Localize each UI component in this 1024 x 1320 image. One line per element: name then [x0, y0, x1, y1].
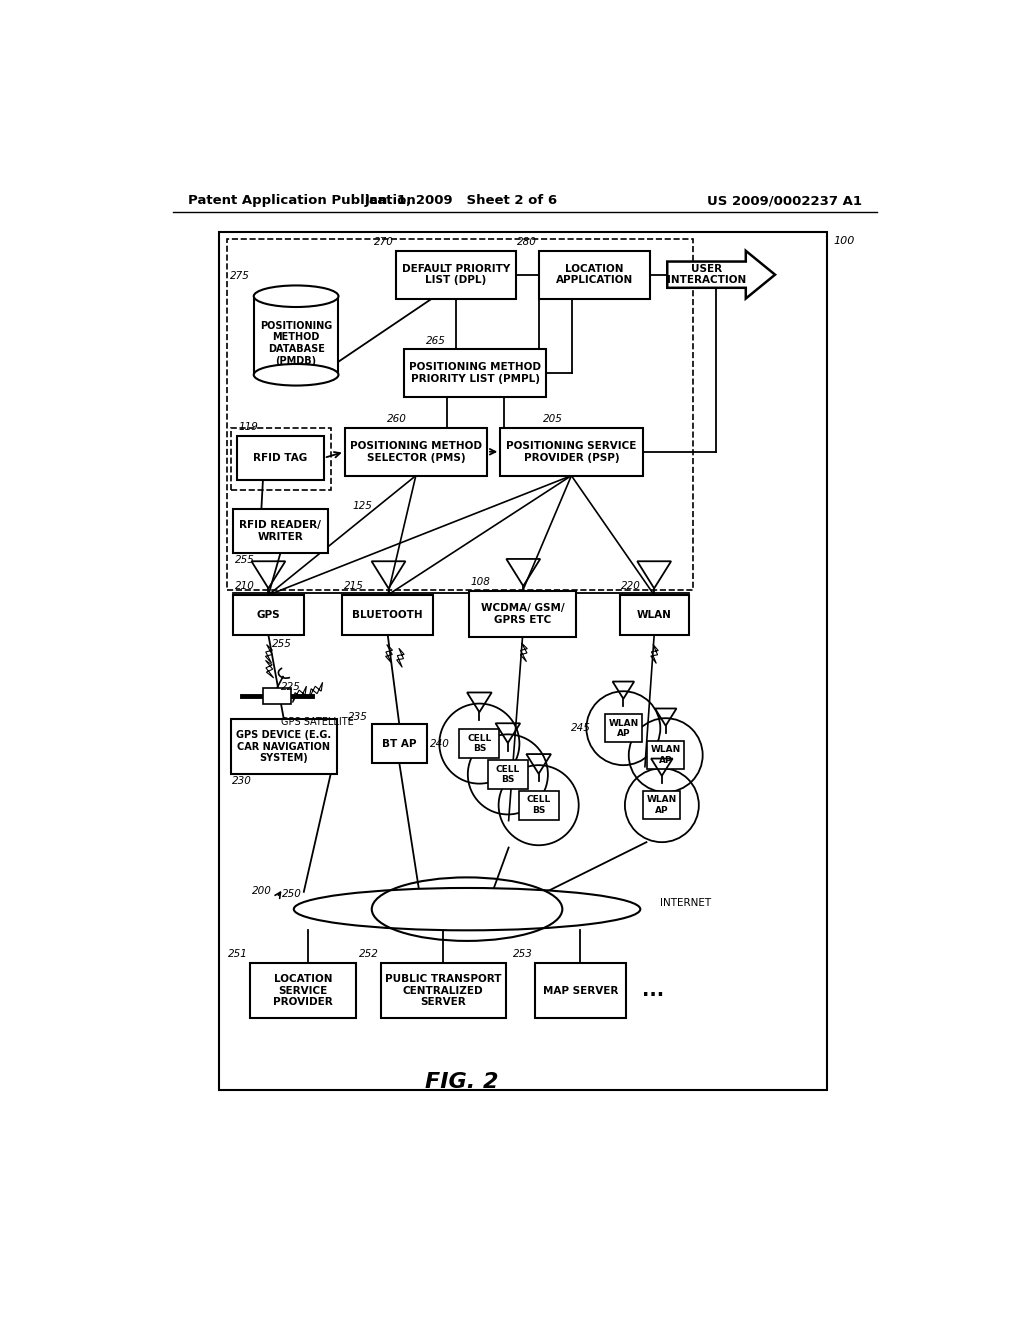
Bar: [230, 428, 331, 490]
Text: 280: 280: [516, 238, 537, 247]
Bar: [226, 239, 692, 590]
Text: FIG. 2: FIG. 2: [425, 1072, 499, 1093]
Ellipse shape: [254, 364, 339, 385]
Text: 230: 230: [232, 776, 252, 785]
Bar: [647, 742, 684, 770]
Ellipse shape: [254, 285, 339, 308]
Bar: [535, 964, 626, 1019]
Text: CELL
BS: CELL BS: [496, 764, 520, 784]
Bar: [500, 428, 643, 475]
Text: 250: 250: [283, 888, 302, 899]
Text: 100: 100: [834, 236, 855, 246]
Text: LOCATION
APPLICATION: LOCATION APPLICATION: [556, 264, 633, 285]
Text: PUBLIC TRANSPORT
CENTRALIZED
SERVER: PUBLIC TRANSPORT CENTRALIZED SERVER: [385, 974, 502, 1007]
Text: 235: 235: [348, 711, 368, 722]
Text: POSITIONING SERVICE
PROVIDER (PSP): POSITIONING SERVICE PROVIDER (PSP): [506, 441, 637, 462]
Bar: [233, 508, 328, 553]
Bar: [643, 792, 680, 818]
Text: 245: 245: [571, 723, 591, 733]
Bar: [372, 725, 427, 763]
Text: 255: 255: [234, 554, 254, 565]
Text: RFID TAG: RFID TAG: [253, 453, 307, 463]
Text: 225: 225: [281, 682, 301, 692]
Bar: [254, 296, 339, 375]
Text: 125: 125: [352, 502, 372, 511]
Text: BT AP: BT AP: [382, 739, 417, 748]
Text: MAP SERVER: MAP SERVER: [543, 986, 617, 995]
Bar: [233, 595, 304, 635]
Text: 210: 210: [234, 581, 254, 591]
Text: 119: 119: [239, 422, 258, 432]
Bar: [237, 436, 324, 480]
Bar: [469, 591, 575, 638]
Text: WLAN
AP: WLAN AP: [647, 796, 677, 814]
Text: 255: 255: [272, 639, 292, 649]
Bar: [230, 719, 337, 775]
Text: DEFAULT PRIORITY
LIST (DPL): DEFAULT PRIORITY LIST (DPL): [401, 264, 510, 285]
Text: GPS: GPS: [257, 610, 281, 620]
Ellipse shape: [294, 888, 640, 931]
Bar: [460, 729, 500, 758]
Text: 200: 200: [252, 886, 271, 896]
Bar: [620, 595, 689, 635]
Bar: [263, 688, 291, 704]
Text: RFID READER/
WRITER: RFID READER/ WRITER: [240, 520, 322, 543]
Bar: [345, 428, 487, 475]
Text: 260: 260: [387, 414, 407, 424]
Bar: [381, 964, 506, 1019]
Bar: [487, 760, 528, 789]
Text: WLAN
AP: WLAN AP: [650, 746, 681, 764]
Text: 265: 265: [425, 335, 445, 346]
Bar: [605, 714, 642, 742]
Text: US 2009/0002237 A1: US 2009/0002237 A1: [707, 194, 862, 207]
Text: CELL
BS: CELL BS: [467, 734, 492, 754]
Text: GPS DEVICE (E.G.
CAR NAVIGATION
SYSTEM): GPS DEVICE (E.G. CAR NAVIGATION SYSTEM): [237, 730, 332, 763]
Bar: [250, 964, 356, 1019]
Polygon shape: [668, 251, 775, 298]
Text: WLAN: WLAN: [637, 610, 672, 620]
Text: ...: ...: [642, 981, 664, 1001]
Text: LOCATION
SERVICE
PROVIDER: LOCATION SERVICE PROVIDER: [273, 974, 333, 1007]
Text: POSITIONING METHOD
PRIORITY LIST (PMPL): POSITIONING METHOD PRIORITY LIST (PMPL): [410, 363, 541, 384]
Text: 252: 252: [358, 949, 379, 960]
Text: 253: 253: [513, 949, 532, 960]
Bar: [403, 350, 547, 397]
Text: 251: 251: [227, 949, 248, 960]
Text: 270: 270: [374, 238, 394, 247]
Bar: [539, 251, 650, 298]
Bar: [396, 251, 515, 298]
Bar: [219, 231, 827, 1090]
Text: WLAN
AP: WLAN AP: [608, 718, 639, 738]
Text: 215: 215: [344, 581, 364, 591]
Text: BLUETOOTH: BLUETOOTH: [352, 610, 423, 620]
Text: 240: 240: [430, 739, 451, 748]
Text: INTERNET: INTERNET: [660, 898, 712, 908]
Text: CELL
BS: CELL BS: [526, 796, 551, 814]
Bar: [518, 791, 559, 820]
Text: Jan. 1, 2009   Sheet 2 of 6: Jan. 1, 2009 Sheet 2 of 6: [366, 194, 558, 207]
Text: 205: 205: [543, 414, 562, 424]
Text: 220: 220: [621, 581, 641, 591]
Text: 108: 108: [471, 577, 490, 587]
Text: GPS SATELLITE: GPS SATELLITE: [281, 718, 353, 727]
Bar: [342, 595, 433, 635]
Text: POSITIONING METHOD
SELECTOR (PMS): POSITIONING METHOD SELECTOR (PMS): [350, 441, 482, 462]
Text: 275: 275: [230, 271, 250, 281]
Text: Patent Application Publication: Patent Application Publication: [188, 194, 416, 207]
Text: USER
INTERACTION: USER INTERACTION: [667, 264, 746, 285]
Text: POSITIONING
METHOD
DATABASE
(PMDB): POSITIONING METHOD DATABASE (PMDB): [260, 321, 332, 366]
Text: WCDMA/ GSM/
GPRS ETC: WCDMA/ GSM/ GPRS ETC: [480, 603, 564, 626]
